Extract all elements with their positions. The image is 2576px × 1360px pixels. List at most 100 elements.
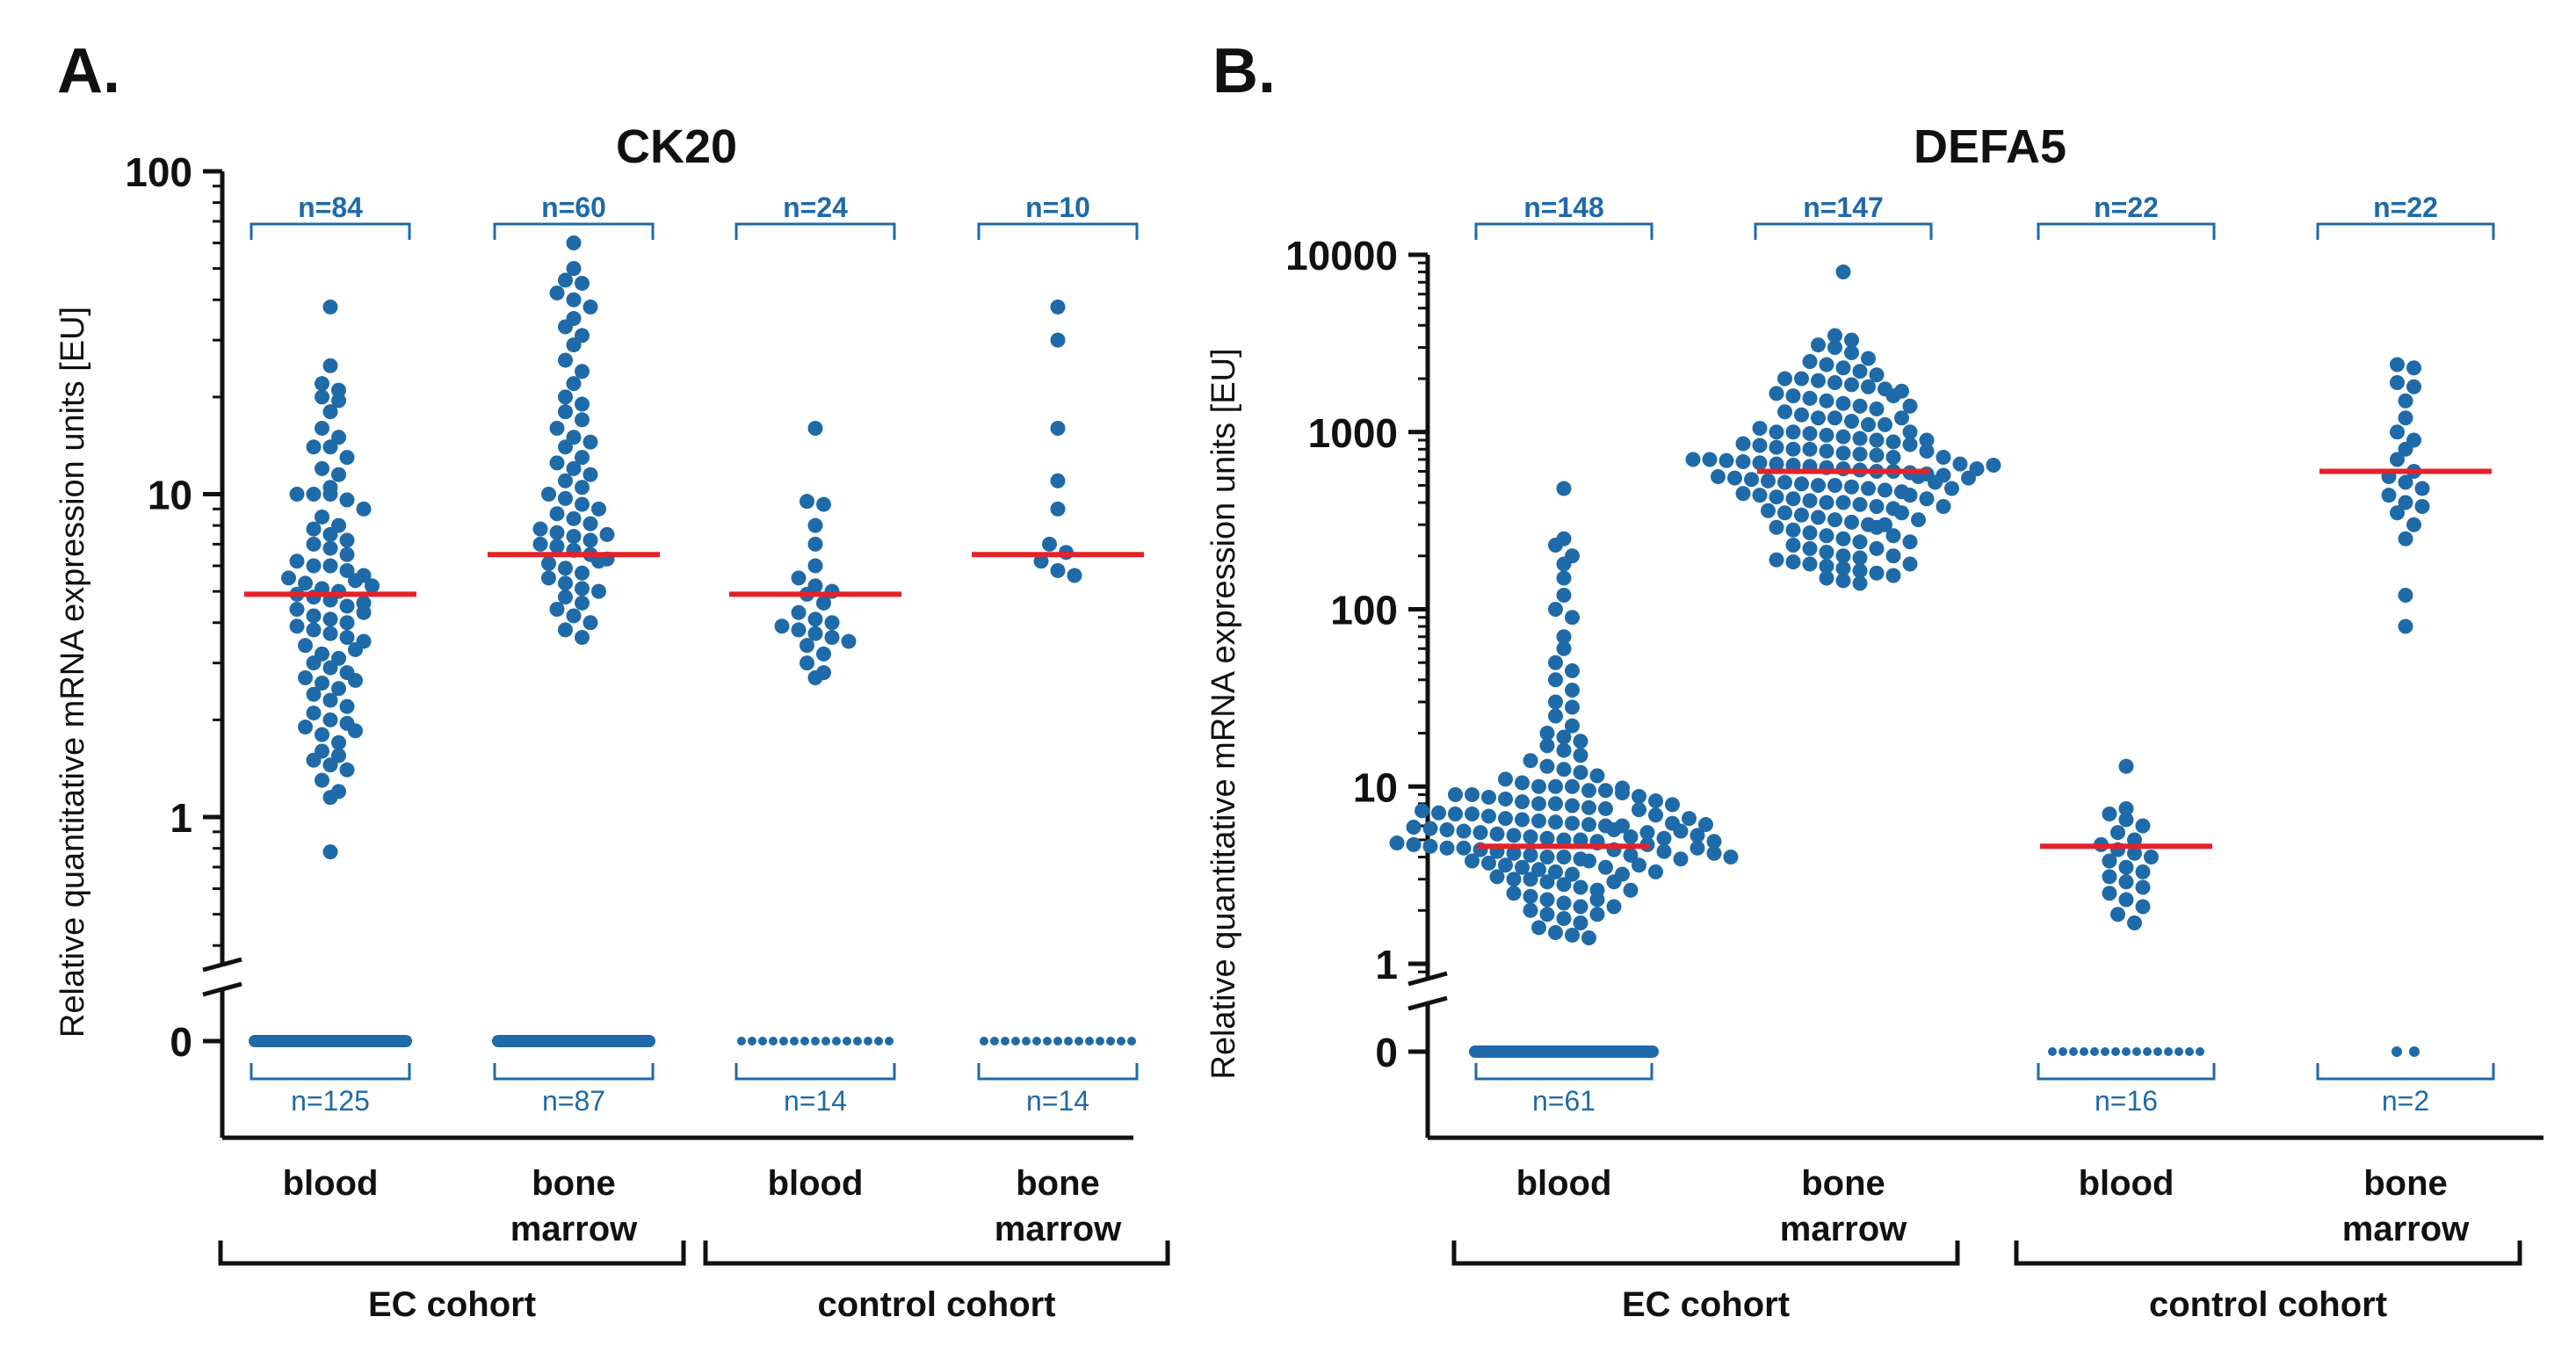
data-point <box>1581 853 1596 869</box>
data-point <box>1835 561 1851 576</box>
data-point <box>575 496 590 512</box>
data-point <box>1869 401 1885 416</box>
data-point <box>1615 785 1630 801</box>
data-point <box>566 261 582 277</box>
data-point <box>1769 519 1784 535</box>
data-point <box>1648 807 1663 823</box>
data-point <box>1802 390 1818 406</box>
data-point <box>1819 427 1834 443</box>
data-point <box>575 480 590 496</box>
data-point <box>1606 899 1622 915</box>
data-point <box>1698 817 1713 833</box>
data-point <box>566 529 582 545</box>
data-point <box>331 467 346 482</box>
data-point <box>1852 563 1868 579</box>
data-point <box>549 506 565 522</box>
data-point <box>1861 416 1876 432</box>
data-point <box>1769 424 1784 440</box>
data-point <box>1422 821 1438 836</box>
data-point <box>807 669 823 685</box>
data-point <box>1878 482 1892 498</box>
data-point <box>1752 420 1768 436</box>
data-point <box>1785 441 1801 457</box>
zero-value-point <box>832 1037 841 1045</box>
zero-value-point <box>1127 1037 1136 1045</box>
data-point <box>1761 503 1776 518</box>
y-axis-label: Relative quantitative mRNA expression un… <box>1205 348 1242 1079</box>
panel-label: A. <box>57 36 120 106</box>
data-point <box>1632 788 1646 804</box>
data-point <box>1811 510 1826 525</box>
x-tick-label: blood <box>2079 1164 2174 1203</box>
data-point <box>2390 375 2405 391</box>
data-point <box>315 376 329 392</box>
data-point <box>582 467 598 482</box>
n-positive-label: n=147 <box>1803 192 1884 223</box>
data-point <box>1556 832 1572 848</box>
data-point <box>2398 531 2413 546</box>
zero-value-point <box>821 1037 830 1045</box>
data-point <box>1952 456 1968 472</box>
data-point <box>566 337 582 353</box>
data-point <box>1844 479 1859 495</box>
y-tick-label: 10 <box>1353 764 1398 810</box>
data-point <box>2414 481 2430 496</box>
data-point <box>1539 738 1555 754</box>
y-tick-label: 0 <box>1375 1030 1398 1075</box>
data-point <box>2127 915 2142 931</box>
data-point <box>1777 371 1792 387</box>
data-point <box>331 393 346 409</box>
data-point <box>1539 907 1555 922</box>
data-point <box>1819 544 1834 560</box>
data-point <box>331 734 346 750</box>
data-point <box>1835 495 1851 510</box>
data-point <box>1919 432 1935 448</box>
data-point <box>791 622 807 638</box>
data-point <box>1573 748 1588 763</box>
data-point <box>1673 851 1689 867</box>
data-point <box>1706 845 1722 861</box>
data-point <box>841 633 857 649</box>
x-tick-label: marrow <box>1780 1210 1907 1248</box>
data-point <box>1050 473 1066 488</box>
n-bracket-top <box>493 222 655 240</box>
data-point <box>1033 553 1049 569</box>
n-bracket-bottom <box>734 1063 896 1081</box>
data-point <box>1761 473 1776 488</box>
cohort-bracket <box>703 1241 1170 1266</box>
data-point <box>339 492 355 508</box>
n-positive-label: n=10 <box>1025 192 1090 223</box>
data-point <box>1573 915 1588 931</box>
n-positive-label: n=148 <box>1523 192 1604 223</box>
data-point <box>1711 469 1726 485</box>
data-point <box>791 604 807 620</box>
data-point <box>800 655 814 671</box>
data-point <box>1539 758 1555 774</box>
data-point <box>1548 655 1563 670</box>
data-point <box>549 420 565 436</box>
data-point <box>1835 445 1851 461</box>
data-point <box>1777 505 1792 521</box>
data-point <box>1439 822 1455 838</box>
data-point <box>774 619 790 634</box>
data-point <box>1042 536 1057 552</box>
data-point <box>1885 568 1901 583</box>
data-point <box>1777 474 1792 490</box>
zero-value-point <box>779 1037 788 1045</box>
data-point <box>1835 548 1851 564</box>
zero-value-point <box>2059 1047 2067 1056</box>
n-zero-label: n=87 <box>542 1085 605 1117</box>
n-positive-label: n=84 <box>298 192 363 223</box>
zero-value-point <box>853 1037 862 1045</box>
zero-value-point <box>2164 1047 2173 1056</box>
data-point <box>1844 345 1859 361</box>
n-bracket-bottom <box>2037 1063 2216 1081</box>
data-point <box>322 299 338 315</box>
data-point <box>1448 807 1463 822</box>
data-point <box>322 660 338 676</box>
data-point <box>315 509 329 524</box>
data-point <box>1869 540 1885 556</box>
data-point <box>1548 538 1563 553</box>
data-point <box>1852 430 1868 446</box>
data-point <box>1894 505 1909 521</box>
